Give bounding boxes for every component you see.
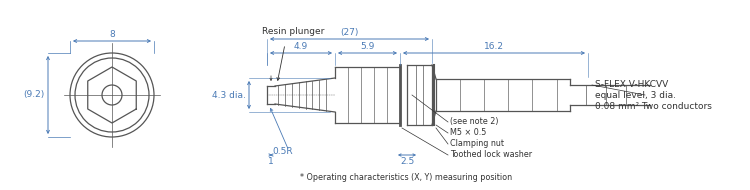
Text: Toothed lock washer: Toothed lock washer [450, 150, 532, 159]
Text: 2.5: 2.5 [400, 157, 414, 166]
Text: equal level, 3 dia.: equal level, 3 dia. [595, 91, 676, 100]
Text: 4.9: 4.9 [294, 42, 308, 51]
Text: 1: 1 [268, 157, 274, 166]
Text: Clamping nut: Clamping nut [450, 139, 504, 148]
Text: M5 × 0.5: M5 × 0.5 [450, 128, 486, 137]
Text: S-FLEX V-HKCVV: S-FLEX V-HKCVV [595, 80, 668, 89]
Text: 0.08 mm² Two conductors: 0.08 mm² Two conductors [595, 102, 712, 111]
Text: 8: 8 [110, 30, 115, 39]
Text: (9.2): (9.2) [24, 90, 45, 100]
Text: * Operating characteristics (X, Y) measuring position: * Operating characteristics (X, Y) measu… [300, 173, 512, 182]
Text: (see note 2): (see note 2) [450, 117, 499, 126]
Text: 4.3 dia.: 4.3 dia. [212, 90, 246, 100]
Text: 0.5R: 0.5R [272, 147, 292, 156]
Text: (27): (27) [340, 28, 358, 37]
Text: Resin plunger: Resin plunger [262, 27, 324, 36]
Text: 16.2: 16.2 [484, 42, 504, 51]
Text: 5.9: 5.9 [360, 42, 375, 51]
